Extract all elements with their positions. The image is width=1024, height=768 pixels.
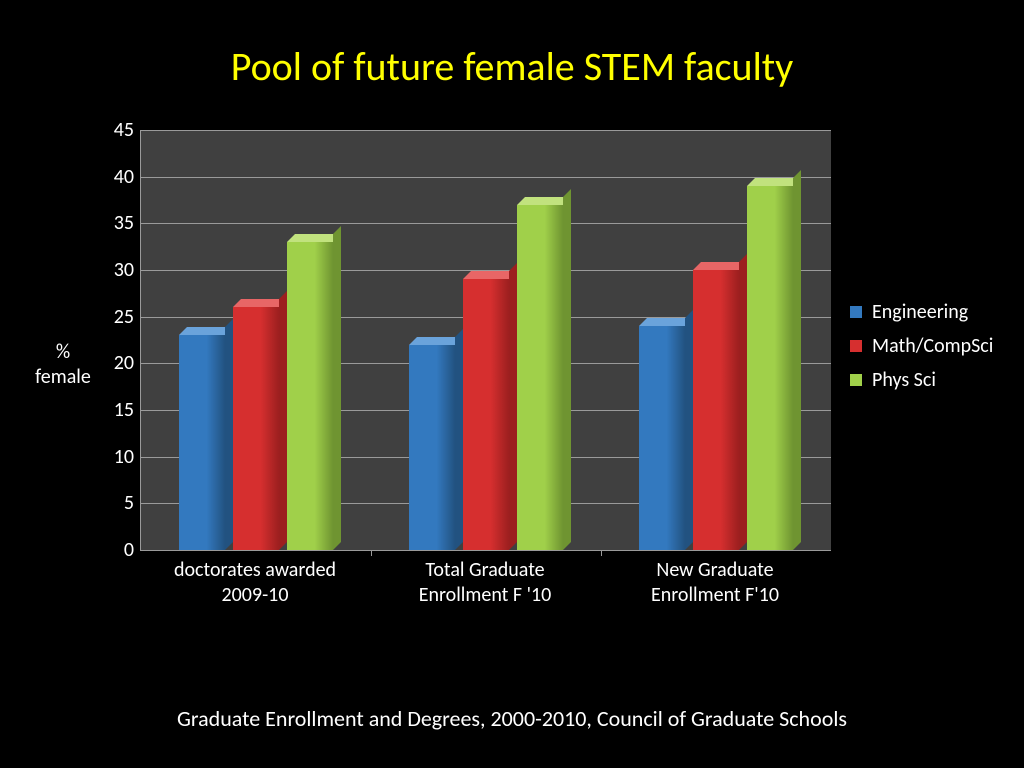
bar-face: [517, 205, 563, 550]
y-tick-label: 25: [100, 305, 134, 329]
x-tick-label-line: Total Graduate: [370, 558, 600, 583]
caption: Graduate Enrollment and Degrees, 2000-20…: [0, 705, 1024, 732]
x-tick-label-line: New Graduate: [600, 558, 830, 583]
bar-side: [739, 254, 747, 550]
y-tick-label: 15: [100, 398, 134, 422]
bar-side: [279, 291, 287, 550]
bar-face: [693, 270, 739, 550]
y-tick-label: 45: [100, 118, 134, 142]
bar-side: [563, 189, 571, 550]
x-tick-label: New GraduateEnrollment F'10: [600, 558, 830, 608]
bar: [463, 279, 509, 550]
gridline: [141, 223, 831, 224]
legend-item: Math/CompSci: [850, 334, 993, 358]
bar-face: [179, 335, 225, 550]
y-tick-label: 40: [100, 165, 134, 189]
bar-side: [333, 226, 341, 550]
legend-label: Phys Sci: [872, 368, 936, 392]
bar: [639, 326, 685, 550]
bar-side: [685, 310, 693, 550]
bar-face: [287, 242, 333, 550]
bar: [517, 205, 563, 550]
bar: [747, 186, 793, 550]
bar-side: [455, 329, 463, 550]
slide: Pool of future female STEM faculty % fem…: [0, 0, 1024, 768]
x-tick: [601, 550, 602, 556]
y-tick-label: 0: [100, 538, 134, 562]
legend-item: Engineering: [850, 300, 993, 324]
y-tick-label: 10: [100, 445, 134, 469]
legend-item: Phys Sci: [850, 368, 993, 392]
bar: [233, 307, 279, 550]
bar-side: [225, 319, 233, 550]
bar: [409, 345, 455, 550]
y-axis-label: % female: [28, 340, 98, 390]
bar-face: [233, 307, 279, 550]
bar-face: [409, 345, 455, 550]
y-axis-label-line1: %: [56, 340, 70, 364]
y-tick-label: 5: [100, 491, 134, 515]
legend-swatch: [850, 340, 862, 352]
legend: Engineering Math/CompSci Phys Sci: [850, 290, 993, 402]
gridline: [141, 130, 831, 131]
y-axis-label-line2: female: [35, 365, 91, 389]
chart: Engineering Math/CompSci Phys Sci 0 5 10 15 20…: [100, 120, 1000, 640]
legend-label: Math/CompSci: [872, 334, 993, 358]
x-tick-label: Total GraduateEnrollment F '10: [370, 558, 600, 608]
bar-side: [509, 263, 517, 550]
bar: [179, 335, 225, 550]
y-tick-label: 35: [100, 211, 134, 235]
bar: [693, 270, 739, 550]
x-tick-label-line: 2009-10: [140, 583, 370, 608]
bar: [287, 242, 333, 550]
y-tick-label: 20: [100, 351, 134, 375]
plot-area: [140, 130, 831, 551]
x-tick-label-line: doctorates awarded: [140, 558, 370, 583]
gridline: [141, 177, 831, 178]
bar-face: [747, 186, 793, 550]
bar-side: [793, 170, 801, 550]
y-tick-label: 30: [100, 258, 134, 282]
legend-swatch: [850, 374, 862, 386]
x-tick-label: doctorates awarded2009-10: [140, 558, 370, 608]
legend-label: Engineering: [872, 300, 968, 324]
legend-swatch: [850, 306, 862, 318]
page-title: Pool of future female STEM faculty: [0, 42, 1024, 91]
x-tick-label-line: Enrollment F'10: [600, 583, 830, 608]
bar-face: [639, 326, 685, 550]
bar-face: [463, 279, 509, 550]
x-tick: [371, 550, 372, 556]
x-tick-label-line: Enrollment F '10: [370, 583, 600, 608]
